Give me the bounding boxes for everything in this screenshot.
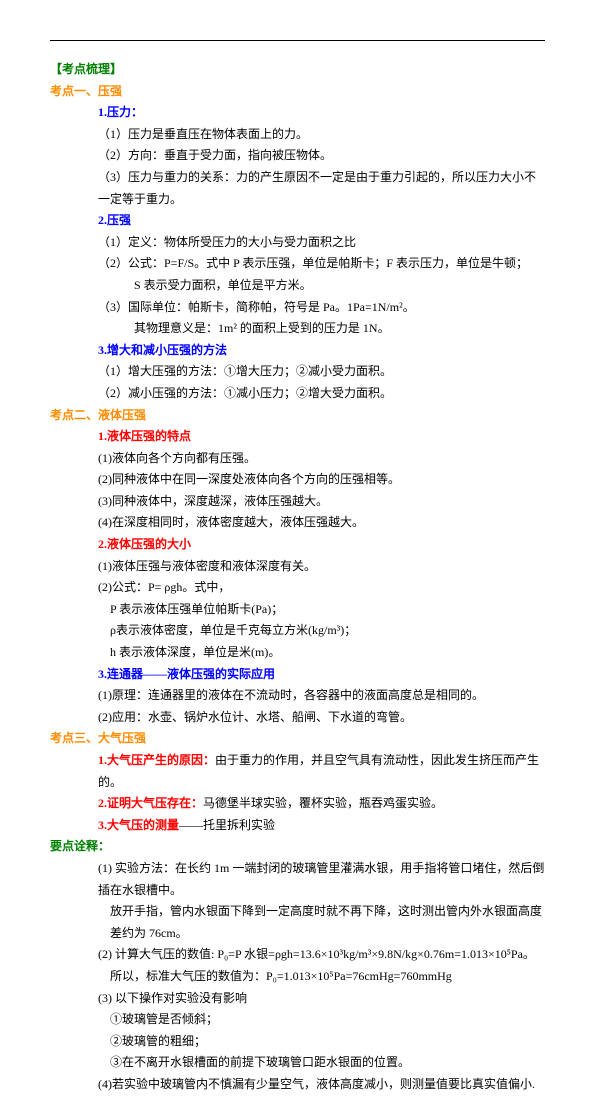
body-text: (2)同种液体中在同一深度处液体向各个方向的压强相等。 [98,469,545,491]
inline-heading: 1.大气压产生的原因： [98,753,215,767]
body-text: P 表示液体压强单位帕斯卡(Pa)； [110,599,545,621]
section1-sub2-title: 2.压强 [98,210,545,232]
body-text: 2.证明大气压存在：马德堡半球实验，覆杯实验，瓶吞鸡蛋实验。 [98,793,545,815]
body-text: （2）公式：P=F/S。式中 P 表示压强，单位是帕斯卡；F 表示压力，单位是牛… [98,253,545,275]
body-text: (4)在深度相同时，液体密度越大，液体压强越大。 [98,512,545,534]
body-text: （1）增大压强的方法：①增大压力；②减小受力面积。 [98,361,545,383]
section2-sub1-title: 1.液体压强的特点 [98,426,545,448]
body-text: h 表示液体深度，单位是米(m)。 [110,642,545,664]
section2-sub3-title: 3.连通器——液体压强的实际应用 [98,664,545,686]
section2-title: 考点二、液体压强 [50,405,545,427]
inline-text: 马德堡半球实验，覆杯实验，瓶吞鸡蛋实验。 [203,796,443,810]
section3-title: 考点三、大气压强 [50,728,545,750]
inline-text: ——托里拆利实验 [179,818,275,832]
body-text: (1) 实验方法：在长约 1m 一端封闭的玻璃管里灌满水银，用手指将管口堵住，然… [98,858,545,901]
body-text: ②玻璃管的粗细； [110,1031,545,1053]
body-text: （1）定义：物体所受压力的大小与受力面积之比 [98,232,545,254]
body-text: (4)若实验中玻璃管内不慎漏有少量空气，液体高度减小，则测量值要比真实值偏小. [98,1074,545,1096]
body-text: ρ表示液体密度，单位是千克每立方米(kg/m³)； [110,620,545,642]
body-text: （2）减小压强的方法：①减小压力；②增大受力面积。 [98,383,545,405]
body-text: (1)液体向各个方向都有压强。 [98,448,545,470]
section1-title: 考点一、压强 [50,81,545,103]
section2-sub2-title: 2.液体压强的大小 [98,534,545,556]
section1-sub3-title: 3.增大和减小压强的方法 [98,340,545,362]
top-rule [50,40,545,41]
body-text: (1)原理：连通器里的液体在不流动时，各容器中的液面高度总是相同的。 [98,685,545,707]
inline-heading: 3.大气压的测量 [98,818,179,832]
body-text: （3）压力与重力的关系：力的产生原因不一定是由于重力引起的，所以压力大小不一定等… [98,167,545,210]
body-text: (2)公式：P= ρgh。式中， [98,577,545,599]
body-text: 1.大气压产生的原因：由于重力的作用，并且空气具有流动性，因此发生挤压而产生的。 [98,750,545,793]
body-text: ①玻璃管是否倾斜； [110,1009,545,1031]
body-text: (3)同种液体中，深度越深，液体压强越大。 [98,491,545,513]
body-text: (1)液体压强与液体密度和液体深度有关。 [98,556,545,578]
body-text: （3）国际单位：帕斯卡，简称帕，符号是 Pa。1Pa=1N/m²。 [98,297,545,319]
body-text: 所以，标准大气压的数值为：P₀=1.013×10⁵Pa=76cmHg=760mm… [110,966,545,988]
body-text: (3) 以下操作对实验没有影响 [98,988,545,1010]
body-text: 其物理意义是：1m² 的面积上受到的压力是 1N。 [134,318,545,340]
notes-title: 要点诠释： [50,836,545,858]
inline-heading: 2.证明大气压存在： [98,796,203,810]
body-text: ③在不离开水银槽面的前提下玻璃管口距水银面的位置。 [110,1052,545,1074]
body-text: 放开手指，管内水银面下降到一定高度时就不再下降，这时测出管内外水银面高度差约为 … [110,901,545,944]
section1-sub1-title: 1.压力： [98,102,545,124]
body-text: （1）压力是垂直压在物体表面上的力。 [98,124,545,146]
body-text: （2）方向：垂直于受力面，指向被压物体。 [98,145,545,167]
document-page: 【考点梳理】 考点一、压强 1.压力： （1）压力是垂直压在物体表面上的力。 （… [0,0,595,842]
body-text: 3.大气压的测量——托里拆利实验 [98,815,545,837]
body-text: (2) 计算大气压的数值: P₀=P 水银=ρgh=13.6×10³kg/m³×… [98,944,545,966]
header-title: 【考点梳理】 [50,59,545,81]
body-text: S 表示受力面积，单位是平方米。 [134,275,545,297]
body-text: (2)应用：水壶、锅炉水位计、水塔、船闸、下水道的弯管。 [98,707,545,729]
